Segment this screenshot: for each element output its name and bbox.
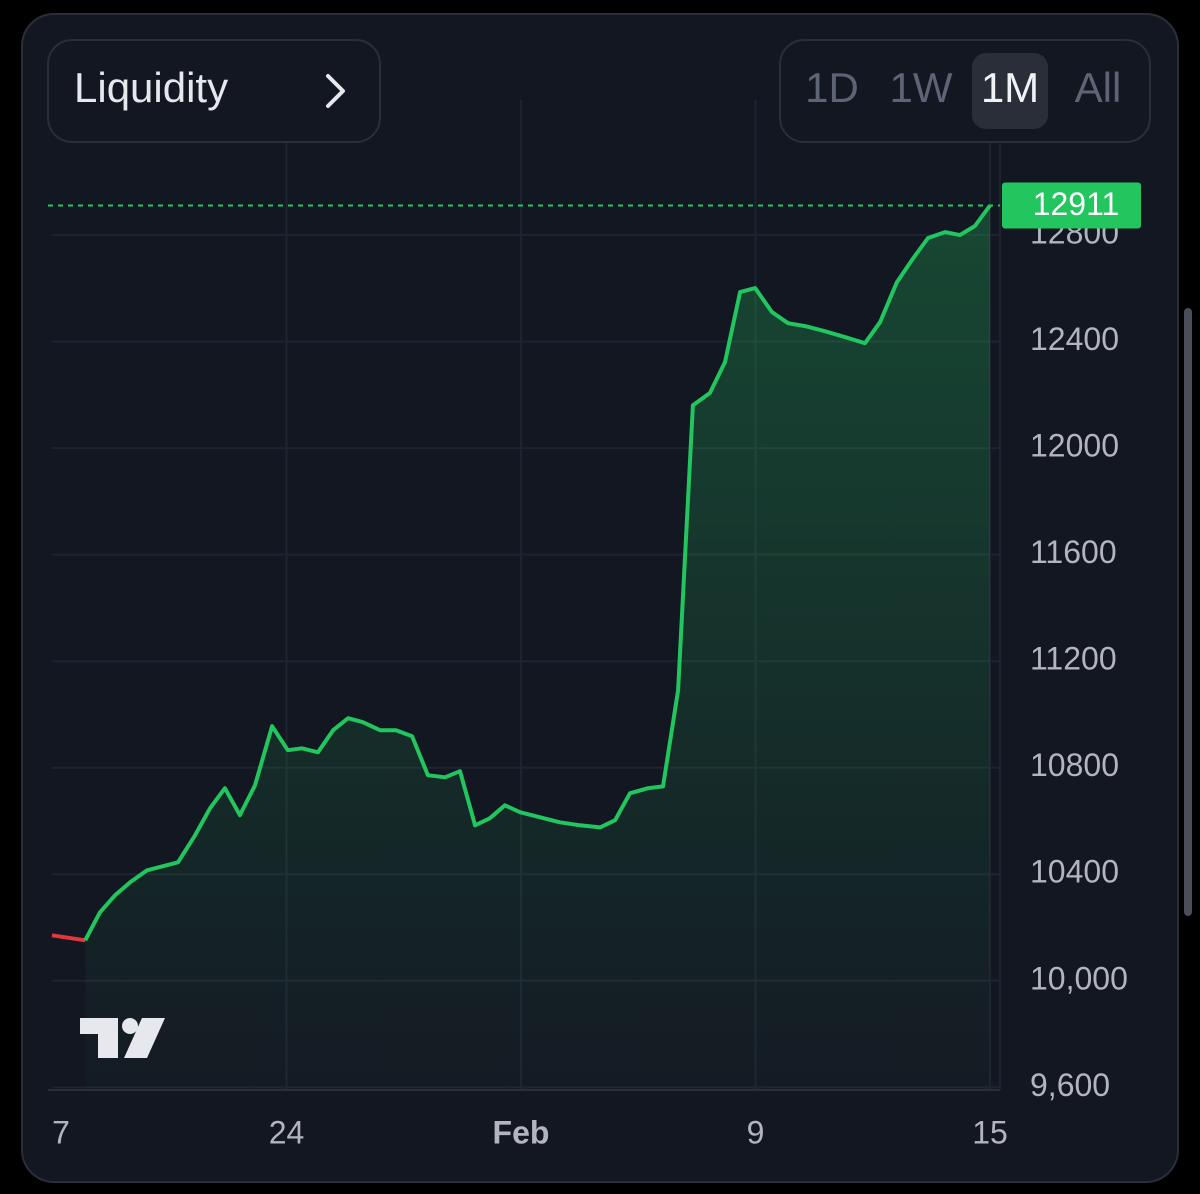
- range-button[interactable]: 1W: [890, 64, 953, 111]
- logo-part: [124, 1018, 165, 1058]
- scrollbar[interactable]: [1184, 308, 1192, 916]
- y-tick-label: 9,600: [1030, 1067, 1110, 1103]
- panel-title[interactable]: Liquidity: [74, 64, 228, 111]
- logo-part: [122, 1018, 138, 1034]
- last-value-label: 12911: [1033, 186, 1120, 222]
- button-bg[interactable]: [47, 39, 381, 143]
- y-tick-label: 10400: [1030, 854, 1119, 890]
- line: [51, 933, 86, 943]
- y-tick-label: 11600: [1030, 534, 1117, 570]
- x-tick-label: 7: [52, 1114, 70, 1150]
- x-tick-label: 9: [747, 1114, 765, 1150]
- y-tick-label: 12000: [1030, 428, 1119, 464]
- y-tick-label: 12400: [1030, 321, 1119, 357]
- range-selected-bg[interactable]: [972, 53, 1048, 129]
- last-value-badge: [1002, 182, 1141, 229]
- x-tick-label: Feb: [493, 1114, 550, 1150]
- x-tick-label: 24: [269, 1114, 305, 1150]
- range-button[interactable]: 1M: [981, 64, 1039, 111]
- liquidity-button[interactable]: Liquidity: [47, 39, 381, 143]
- logo-part: [80, 1018, 118, 1058]
- range-buttons: 1D 1W 1M All: [805, 53, 1121, 129]
- y-tick-label: 11200: [1030, 641, 1117, 677]
- x-tick-label: 15: [972, 1114, 1008, 1150]
- range-button[interactable]: All: [1075, 64, 1122, 111]
- line: [83, 204, 992, 942]
- tradingview-logo: [80, 1018, 165, 1058]
- plot: 9,600 10,000 10400 10800 11200 11600 12000 1240…: [48, 100, 1141, 1150]
- chevron[interactable]: [326, 74, 345, 108]
- range-group: [779, 39, 1151, 143]
- range-button[interactable]: 1D: [805, 64, 859, 111]
- y-tick-label: 10,000: [1030, 960, 1128, 996]
- y-tick-label: 10800: [1030, 747, 1119, 783]
- area: [85, 205, 991, 1090]
